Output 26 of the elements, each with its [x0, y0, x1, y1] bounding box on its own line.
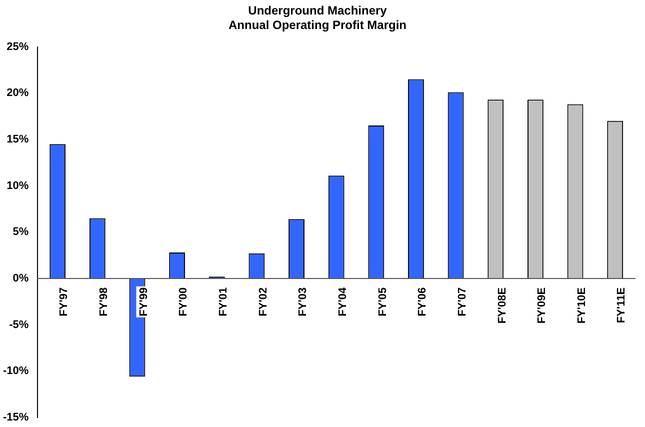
x-tick-label: FY'01: [218, 287, 230, 316]
x-tick-label: FY'02: [257, 287, 270, 316]
y-tick-label: -15%: [2, 411, 29, 424]
x-tick-label: FY'06: [416, 287, 429, 316]
text: Underground Machinery: [248, 4, 387, 18]
y-tick-label: -10%: [2, 365, 29, 378]
text: Annual Operating Profit Margin: [228, 18, 407, 32]
x-tick-label: FY'03: [297, 287, 310, 316]
x-tick-label: FY'08E: [496, 287, 508, 324]
y-tick-label: 0%: [12, 272, 29, 284]
x-tick-label: FY'00: [178, 287, 190, 316]
x-tick-label: FY'99: [138, 287, 150, 316]
x-tick-label: FY'97: [58, 287, 70, 316]
y-tick-label: 5%: [12, 226, 29, 238]
x-tick-label: FY'07: [456, 287, 468, 316]
x-tick-label: FY'11E: [616, 287, 628, 324]
x-tick-label: FY'04: [336, 286, 349, 316]
x-tick-label: FY'98: [98, 287, 110, 316]
x-tick-label: FY'09E: [536, 287, 548, 324]
y-tick-label: -5%: [9, 318, 29, 331]
x-tick-label: FY'10E: [576, 287, 588, 324]
y-tick-label: 25%: [6, 40, 29, 53]
y-tick-label: 15%: [6, 133, 29, 146]
y-tick-label: 20%: [6, 87, 29, 100]
x-tick-label: FY'05: [376, 287, 389, 316]
y-tick-label: 10%: [6, 180, 29, 192]
